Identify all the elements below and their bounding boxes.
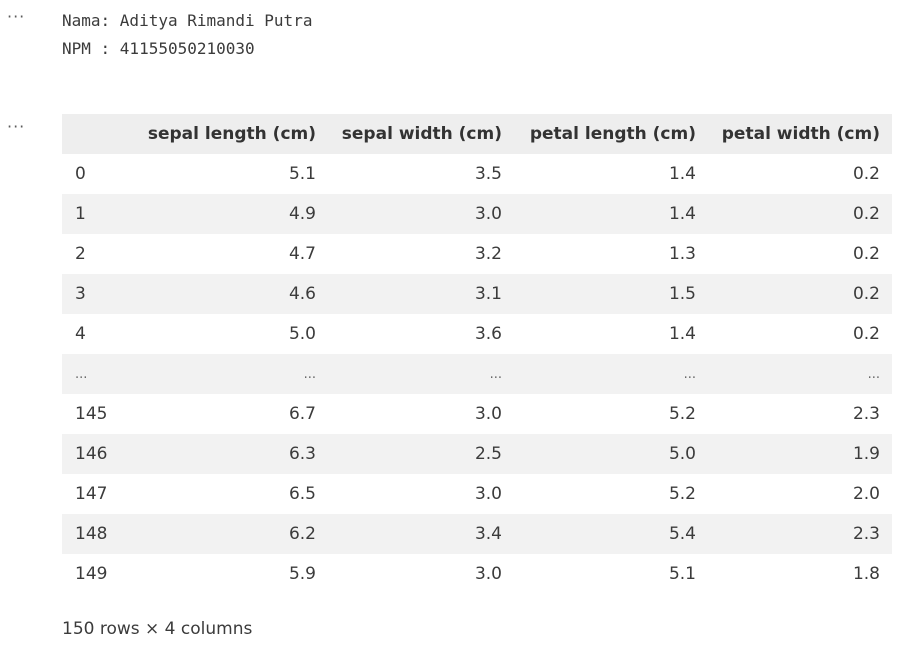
table-row-truncated: ... ... ... ... ... [62,354,892,394]
table-cell: 6.3 [132,434,328,474]
dataframe-table: sepal length (cm) sepal width (cm) petal… [62,114,892,594]
table-row: 3 4.6 3.1 1.5 0.2 [62,274,892,314]
table-cell: 0.2 [852,324,880,344]
table-row: 2 4.7 3.2 1.3 0.2 [62,234,892,274]
table-cell: 5.2 [668,484,696,504]
table-cell: 5.2 [668,404,696,424]
row-index: 145 [75,404,108,424]
table-cell: ... [132,354,328,394]
table-cell: ... [708,354,892,394]
table-cell: 3.0 [328,194,514,234]
output-menu-button[interactable]: ··· [7,117,26,136]
table-cell: 1.5 [514,274,708,314]
row-index: 2 [75,244,86,264]
column-header-sepal-length: sepal length (cm) [132,114,328,154]
table-cell: 6.5 [288,484,316,504]
table-row: 147 6.5 3.0 5.2 2.0 [62,474,892,514]
table-cell: 3.1 [328,274,514,314]
row-index: 0 [75,164,86,184]
table-row: 146 6.3 2.5 5.0 1.9 [62,434,892,474]
stdout-line-npm: NPM : 41155050210030 [62,39,255,58]
table-cell: 4.6 [132,274,328,314]
table-cell: 6.7 [288,404,316,424]
table-cell: 4.9 [132,194,328,234]
table-cell: 0.2 [708,194,892,234]
table-cell: 3.4 [328,514,514,554]
table-cell: 5.9 [288,564,316,584]
table-row: 0 5.1 3.5 1.4 0.2 [62,154,892,194]
output-menu-button[interactable]: ··· [7,7,26,26]
row-index: ... [62,354,132,394]
table-cell: 3.0 [474,564,502,584]
table-cell: 2.5 [328,434,514,474]
table-header-row: sepal length (cm) sepal width (cm) petal… [62,114,892,154]
table-cell: 5.4 [514,514,708,554]
table-cell: 6.2 [132,514,328,554]
dataframe-shape-label: 150 rows × 4 columns [62,619,253,639]
table-row: 1 4.9 3.0 1.4 0.2 [62,194,892,234]
table-cell: 1.4 [668,164,696,184]
table-row: 149 5.9 3.0 5.1 1.8 [62,554,892,594]
row-index: 4 [75,324,86,344]
table-cell: 3.0 [474,484,502,504]
table-cell: 2.3 [852,404,880,424]
index-header [62,114,132,154]
table-cell: 2.3 [708,514,892,554]
table-row: 148 6.2 3.4 5.4 2.3 [62,514,892,554]
table-row: 4 5.0 3.6 1.4 0.2 [62,314,892,354]
stdout-output: Nama: Aditya Rimandi Putra NPM : 41155050… [62,7,312,63]
row-index: 147 [75,484,108,504]
table-cell: 5.1 [288,164,316,184]
row-index: 1 [62,194,132,234]
row-index: 148 [62,514,132,554]
table-cell: 3.6 [474,324,502,344]
table-cell: 3.2 [474,244,502,264]
table-cell: 2.0 [852,484,880,504]
table-cell: 0.2 [852,244,880,264]
table-cell: 5.1 [668,564,696,584]
table-cell: 1.4 [668,324,696,344]
column-header-sepal-width: sepal width (cm) [328,114,514,154]
row-index: 146 [62,434,132,474]
table-cell: 0.2 [852,164,880,184]
table-cell: 5.0 [288,324,316,344]
table-cell: 1.3 [668,244,696,264]
table-cell: 5.0 [514,434,708,474]
table-cell: 1.8 [852,564,880,584]
table-cell: 0.2 [708,274,892,314]
table-cell: ... [514,354,708,394]
table-cell: 1.4 [514,194,708,234]
table-cell: 4.7 [288,244,316,264]
column-header-petal-width: petal width (cm) [708,114,892,154]
table-cell: ... [328,354,514,394]
table-cell: 1.9 [708,434,892,474]
row-index: 149 [75,564,108,584]
table-row: 145 6.7 3.0 5.2 2.3 [62,394,892,434]
column-header-petal-length: petal length (cm) [514,114,708,154]
table-cell: 3.5 [474,164,502,184]
row-index: 3 [62,274,132,314]
stdout-line-name: Nama: Aditya Rimandi Putra [62,11,313,30]
table-cell: 3.0 [474,404,502,424]
